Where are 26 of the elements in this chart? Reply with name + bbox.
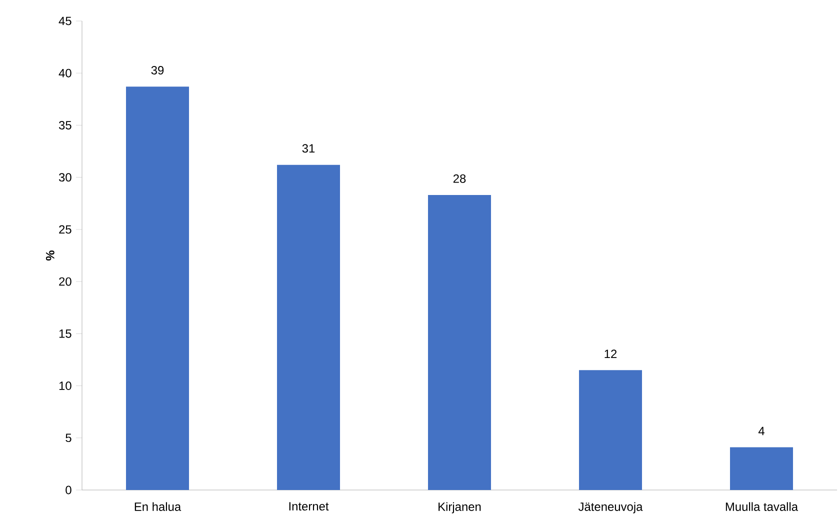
y-axis-title: % bbox=[46, 250, 54, 261]
bar bbox=[730, 447, 794, 490]
x-tick-label: En halua bbox=[134, 502, 182, 511]
x-tick-label: Kirjanen bbox=[438, 502, 481, 514]
y-tick-label: 0 bbox=[66, 486, 72, 494]
data-label: 28 bbox=[453, 174, 466, 183]
data-label: 12 bbox=[604, 350, 617, 358]
bar bbox=[579, 370, 642, 490]
x-tick-label: Internet bbox=[289, 502, 329, 511]
y-tick-label: 45 bbox=[58, 16, 72, 26]
bar bbox=[277, 164, 340, 490]
x-tick-label: Jäteneuvoja bbox=[578, 502, 643, 514]
y-tick-label: 30 bbox=[58, 173, 72, 182]
y-tick-label: 5 bbox=[66, 434, 72, 442]
y-tick-label: 10 bbox=[59, 382, 72, 390]
x-tick-label: Muulla tavalla bbox=[726, 502, 798, 511]
y-tick-label: 40 bbox=[58, 68, 72, 78]
y-tick-label: 20 bbox=[59, 277, 72, 286]
y-tick-label: 15 bbox=[59, 330, 72, 338]
y-tick-label: 35 bbox=[58, 120, 72, 130]
data-label: 31 bbox=[302, 144, 315, 153]
bar bbox=[126, 86, 190, 490]
data-label: 4 bbox=[758, 426, 764, 436]
y-tick-label: 25 bbox=[59, 225, 72, 234]
bar bbox=[428, 195, 492, 490]
data-label: 39 bbox=[151, 66, 164, 74]
